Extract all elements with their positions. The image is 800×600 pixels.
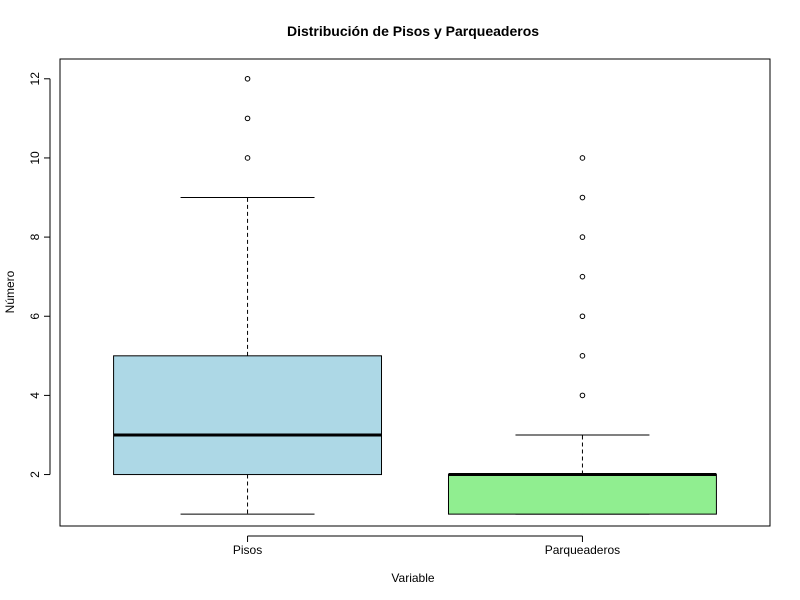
x-axis-label: Variable [391,571,434,585]
x-tick-label: Parqueaderos [545,543,620,557]
box-iqr [447,474,717,515]
outlier-point [579,194,586,201]
outlier-point [579,234,586,240]
y-tick-label: 12 [28,72,42,86]
outlier-point [244,155,251,161]
chart-title: Distribución de Pisos y Parqueaderos [287,23,539,39]
y-tick-label: 10 [28,151,42,165]
outlier-point [579,155,586,161]
y-tick-label: 2 [28,471,42,478]
x-tick-label: Pisos [233,543,262,557]
box-pisos [113,75,383,515]
box-parqueaderos [447,155,717,515]
outlier-point [244,115,251,122]
y-axis: 2 4 6 8 10 12 [28,72,51,478]
outlier-point [244,75,251,82]
y-axis-label: Número [3,270,17,313]
box-iqr [113,355,383,476]
y-tick-label: 8 [28,233,42,240]
outlier-point [579,313,586,320]
outlier-point [579,353,586,359]
outlier-point [579,392,586,399]
y-tick-label: 6 [28,313,42,320]
plot-frame [59,58,771,527]
outlier-point [579,273,586,280]
y-tick-label: 4 [28,392,42,399]
x-axis: Pisos Parqueaderos [233,535,620,557]
box-series [113,75,717,515]
